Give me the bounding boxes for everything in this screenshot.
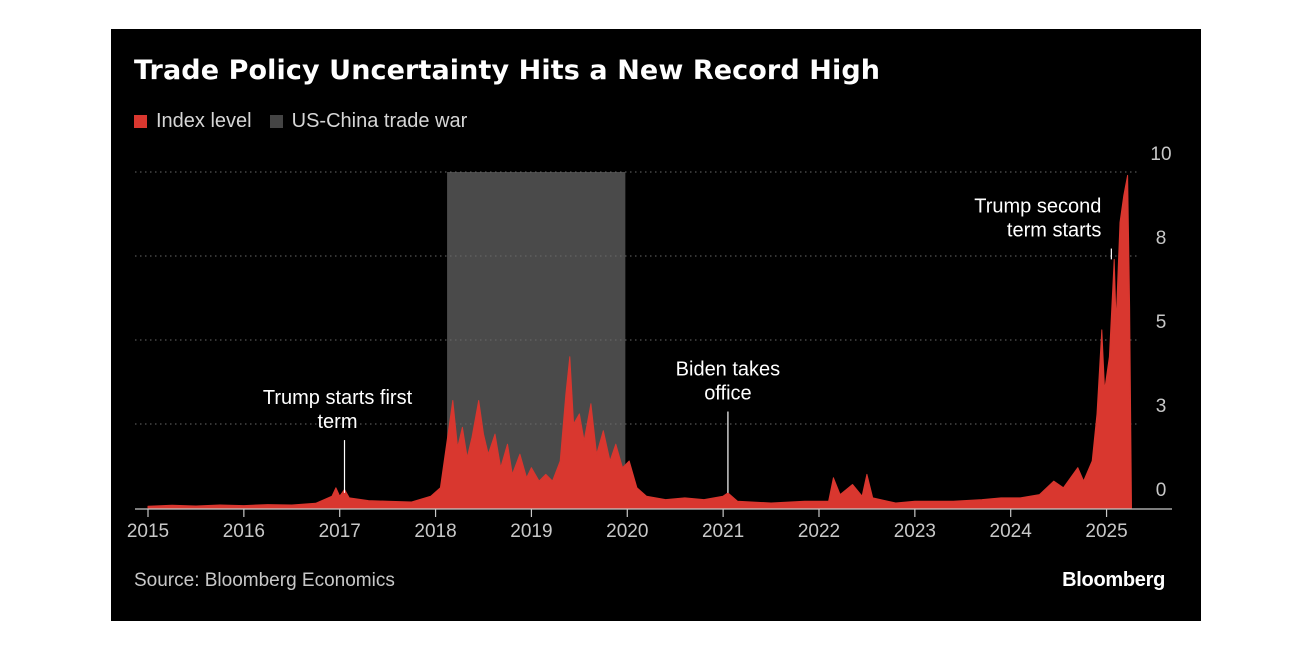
legend-label-index: Index level	[156, 109, 252, 132]
annotation-text-1-1: office	[704, 383, 751, 405]
y-tick-label-5: 5	[1156, 312, 1167, 333]
chart-title: Trade Policy Uncertainty Hits a New Reco…	[134, 55, 881, 86]
series-area	[147, 174, 1132, 509]
y-tick-label-3: 3	[1156, 396, 1167, 417]
y-tick-label-8: 8	[1156, 228, 1167, 249]
source-note: Source: Bloomberg Economics	[134, 570, 395, 591]
legend-swatch-trade-war	[269, 114, 283, 128]
annotation-text-2-1: term starts	[1007, 220, 1101, 242]
annotation-text-0-1: term	[318, 411, 358, 433]
brand-logo: Bloomberg	[1062, 569, 1165, 591]
y-tick-label-10: 10	[1150, 144, 1171, 165]
annotation-text-1-0: Biden takes	[676, 359, 781, 381]
legend-label-trade-war: US-China trade war	[291, 109, 468, 132]
annotation-text-2-0: Trump second	[974, 196, 1101, 218]
legend-item-index: Index level	[134, 110, 252, 133]
series-index-level	[147, 174, 1132, 509]
x-axis: 2015 2016 2017 2018 2019 2020 2021 2022 2023 2024…	[127, 508, 1172, 542]
legend-item-trade-war: US-China trade war	[269, 109, 468, 133]
x-tick-label-2020: 2020	[606, 521, 648, 542]
y-tick-labels: 0 3 5 8 10	[1150, 144, 1171, 501]
x-tick-label-2023: 2023	[894, 521, 936, 542]
legend-swatch-index	[134, 114, 147, 128]
x-tick-label-2015: 2015	[127, 521, 169, 542]
annotation-text-0-0: Trump starts first	[263, 387, 413, 409]
x-tick-label-2017: 2017	[319, 521, 361, 542]
x-tick-label-2018: 2018	[414, 521, 456, 542]
legend: Index level US-China trade war	[134, 109, 485, 133]
x-tick-label-2016: 2016	[223, 521, 265, 542]
y-tick-label-0: 0	[1156, 480, 1167, 501]
x-tick-label-2022: 2022	[798, 521, 840, 542]
x-tick-label-2025: 2025	[1085, 521, 1127, 542]
chart-card: Trade Policy Uncertainty Hits a New Reco…	[111, 29, 1201, 621]
x-tick-label-2021: 2021	[702, 521, 744, 542]
x-tick-label-2019: 2019	[510, 521, 552, 542]
x-tick-label-2024: 2024	[990, 521, 1033, 542]
